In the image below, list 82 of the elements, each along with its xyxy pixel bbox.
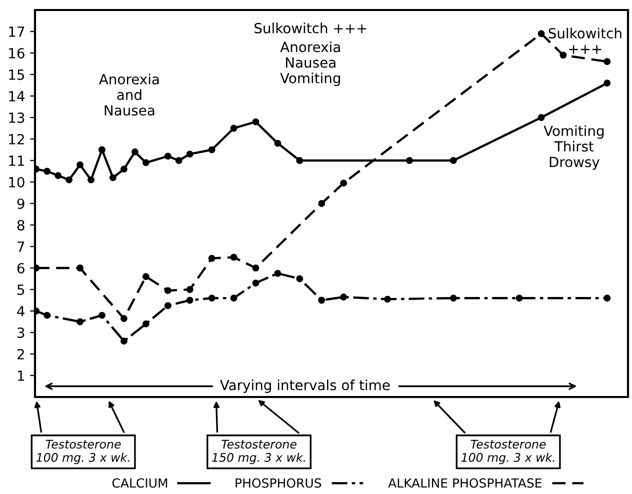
point bbox=[164, 152, 172, 160]
annotation: Sulkowitch +++ bbox=[254, 22, 366, 34]
point bbox=[109, 174, 116, 182]
point bbox=[175, 157, 182, 164]
point bbox=[208, 146, 216, 154]
point bbox=[252, 280, 260, 287]
point bbox=[252, 264, 260, 272]
annotation: Anorexia Nausea Vomiting bbox=[280, 41, 340, 86]
point bbox=[560, 52, 567, 59]
point bbox=[450, 157, 457, 164]
text: Testosterone 150 mg. 3 x wk. bbox=[212, 440, 305, 464]
point bbox=[230, 254, 238, 261]
point bbox=[604, 294, 611, 302]
point bbox=[76, 318, 84, 326]
point bbox=[406, 157, 413, 164]
point bbox=[230, 294, 238, 302]
y-tick-label: 17 bbox=[9, 26, 24, 37]
point bbox=[604, 80, 611, 87]
point bbox=[76, 161, 84, 168]
point bbox=[120, 315, 128, 322]
y-tick-label: 4 bbox=[17, 306, 24, 316]
y-tick-label: 1 bbox=[18, 370, 24, 381]
y-tick-label: 12 bbox=[9, 134, 24, 144]
point bbox=[230, 124, 238, 132]
y-tick-label: 9 bbox=[17, 198, 24, 209]
point bbox=[164, 302, 172, 310]
y-tick-label: 13 bbox=[9, 112, 24, 123]
y-tick-label: 11 bbox=[9, 156, 24, 166]
y-tick-label: 6 bbox=[17, 262, 24, 274]
point bbox=[296, 275, 304, 282]
y-tick-label: 3 bbox=[18, 327, 24, 338]
annotation: Anorexia and Nausea bbox=[99, 74, 159, 116]
point bbox=[120, 166, 128, 173]
legend-label: PHOSPHORUS bbox=[236, 478, 322, 488]
annotation: Vomiting Thirst Drowsy bbox=[544, 125, 604, 170]
text: Testosterone 100 mg. 3 x wk. bbox=[36, 440, 130, 464]
point bbox=[340, 180, 348, 187]
annotation: Varying intervals of time bbox=[220, 380, 390, 393]
point bbox=[274, 270, 282, 277]
point bbox=[142, 159, 150, 166]
point bbox=[318, 296, 326, 304]
point bbox=[164, 287, 172, 294]
point bbox=[318, 200, 326, 207]
point bbox=[142, 320, 150, 328]
point bbox=[186, 296, 194, 304]
point bbox=[252, 118, 260, 126]
point bbox=[186, 286, 194, 293]
point bbox=[44, 168, 51, 175]
point bbox=[98, 312, 106, 319]
point bbox=[142, 273, 150, 280]
point bbox=[44, 312, 51, 319]
point bbox=[340, 294, 348, 300]
annotation: Sulkowitch +++ bbox=[548, 28, 622, 54]
point bbox=[131, 148, 138, 156]
point bbox=[538, 30, 545, 38]
point bbox=[516, 294, 523, 302]
point bbox=[66, 176, 73, 184]
point bbox=[120, 338, 128, 345]
point bbox=[88, 176, 94, 184]
y-tick-label: 10 bbox=[9, 176, 24, 188]
point bbox=[384, 296, 391, 303]
point bbox=[186, 150, 194, 158]
point bbox=[450, 294, 457, 302]
legend-label: CALCIUM bbox=[112, 478, 168, 488]
text: Testosterone 100 mg. 3 x wk. bbox=[461, 440, 554, 464]
point bbox=[54, 172, 62, 180]
point bbox=[208, 254, 216, 262]
y-tick-label: 2 bbox=[17, 348, 24, 360]
point bbox=[98, 146, 106, 154]
point bbox=[208, 294, 216, 302]
y-tick-label: 7 bbox=[18, 242, 24, 252]
y-tick-label: 15 bbox=[9, 70, 24, 80]
point bbox=[604, 58, 611, 66]
point bbox=[296, 157, 304, 164]
point bbox=[538, 114, 545, 121]
legend-label: ALKALINE PHOSPHATASE bbox=[388, 478, 542, 488]
y-tick-label: 5 bbox=[18, 284, 24, 295]
y-tick-label: 14 bbox=[9, 91, 24, 102]
point bbox=[76, 264, 84, 272]
y-tick-label: 16 bbox=[9, 48, 24, 58]
y-tick-label: 8 bbox=[17, 220, 24, 230]
point bbox=[274, 140, 282, 147]
